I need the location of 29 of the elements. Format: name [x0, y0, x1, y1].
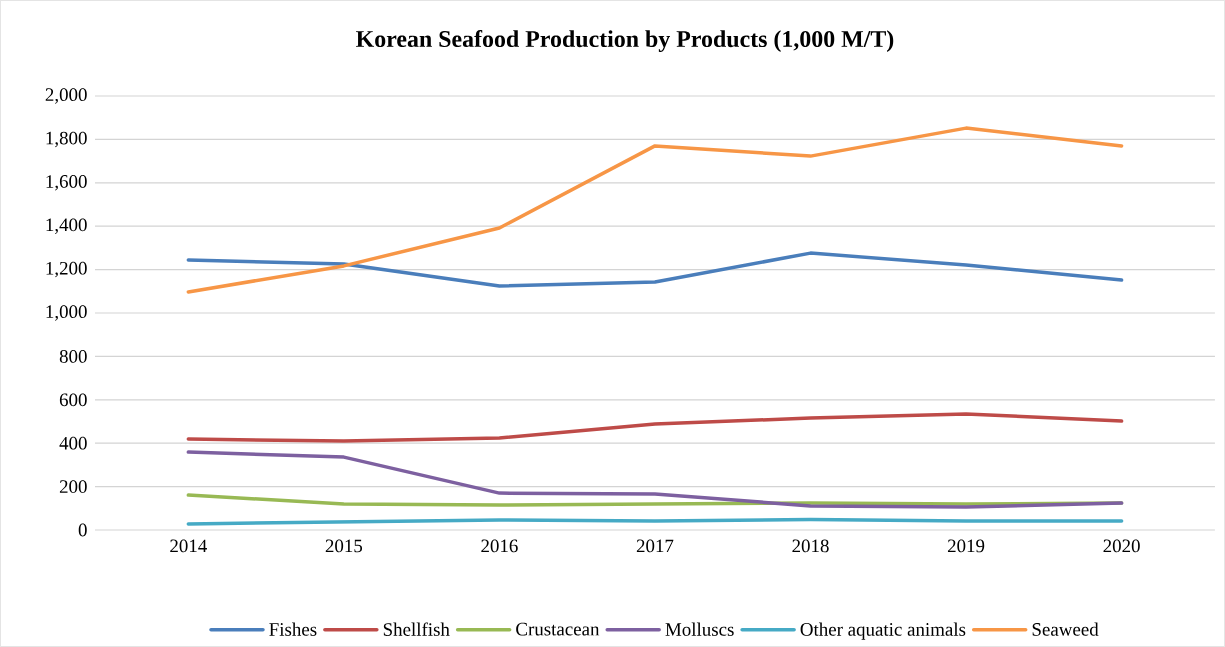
x-tick-label: 2020	[1103, 539, 1140, 553]
line-series	[186, 412, 1124, 443]
legend-label: Molluscs	[665, 622, 734, 636]
y-tick-label: 1,200	[46, 261, 87, 278]
legend-label: Seaweed	[1032, 622, 1099, 636]
y-tick-label: 200	[59, 480, 87, 493]
x-tick-label: 2019	[947, 539, 985, 553]
y-tick-label: 800	[59, 350, 87, 363]
chart-title: Korean Seafood Production by Products (1,000 M/T)	[356, 30, 894, 53]
y-tick-label: 1,000	[46, 305, 87, 321]
x-tick-label: 2014	[170, 539, 207, 553]
y-tick-label: 2,000	[45, 88, 87, 104]
y-tick-label: 1,400	[46, 218, 87, 234]
y-tick-label: 0	[78, 523, 87, 537]
x-tick-label: 2015	[325, 539, 363, 553]
x-tick-label: 2018	[792, 539, 829, 553]
legend-label: Crustacean	[516, 622, 600, 636]
line-series	[186, 126, 1124, 294]
legend-label: Shellfish	[383, 622, 450, 636]
line-series	[186, 251, 1124, 288]
line-series	[186, 450, 1124, 509]
legend-label: Fishes	[269, 622, 317, 636]
legend-label: Other aquatic animals	[800, 622, 966, 640]
x-tick-label: 2016	[481, 539, 518, 553]
y-tick-label: 1,600	[46, 175, 87, 191]
x-tick-label: 2017	[636, 539, 674, 553]
y-tick-label: 400	[59, 436, 87, 450]
y-tick-label: 600	[59, 393, 87, 407]
y-tick-label: 1,800	[46, 131, 87, 148]
